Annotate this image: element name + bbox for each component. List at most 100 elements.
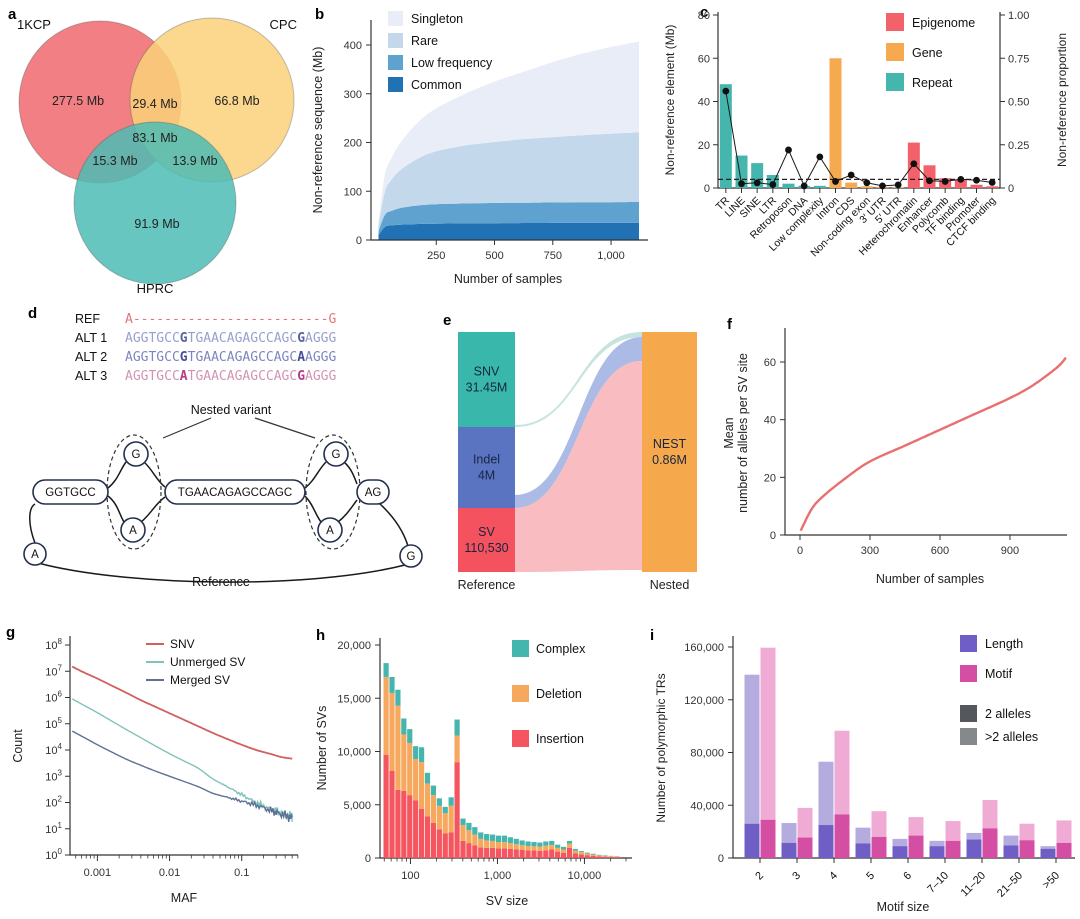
right-tick-label: 1.00 [1008,10,1029,22]
alignment-row: ALT 1 AGGTGCCGTGAACAGAGCCAGCGAGGG [75,331,336,350]
x-tick-label: 750 [544,250,562,262]
proportion-dot [879,182,886,190]
x-category-label: 7–10 [925,870,951,896]
sankey-right-label: Nested [650,578,690,592]
complex-bar [460,818,466,825]
panel-f-line-chart: 0 20 40 60 0 300 600 900 Number of samples Mean nu… [715,303,1080,605]
bar-non-coding-exon [860,186,873,188]
y-tick-label: 15,000 [337,693,371,705]
alignment-row-label: ALT 2 [75,350,108,364]
panel-letter-c: c [700,4,709,21]
stacked-histogram: 0 5,000 10,000 15,000 20,000 100 1,000 10,000 Co… [315,638,632,908]
insertion-bar [566,847,573,858]
dual-axis-bar-chart: 02040608000.250.500.751.00TRLINESINELTRR… [663,10,1069,259]
graph-edge [304,495,322,523]
motif-bar-multiallele [834,730,850,815]
insertion-bar [472,845,478,858]
y-tick-label: 104 [45,742,62,757]
complex-bar [525,841,531,847]
motif-bar-biallelic [945,840,961,858]
sankey-flow [515,332,642,427]
alignment-row-label: REF [75,312,100,326]
y-tick-label: 101 [45,821,62,836]
x-category-label: 4 [827,870,840,883]
sequence-segment: AGGG [305,350,337,365]
y-tick-label: 100 [344,186,362,198]
complex-bar [549,840,555,845]
length-bar-multiallele [855,827,871,844]
left-tick-label: 20 [698,140,710,152]
x-category-label: 6 [901,870,914,883]
insertion-bar [614,857,620,858]
complex-bar [442,806,448,814]
legend-label: Common [411,78,462,92]
graph-edge [107,461,127,489]
left-axis-title: Non-reference element (Mb) [663,25,677,176]
sequence-segment: ------------------------- [132,312,329,327]
y-tick-label: 0 [365,853,371,865]
x-axis-title: SV size [486,894,528,908]
graph-node-var1-top [123,441,149,467]
motif-bar-biallelic [982,828,998,858]
deletion-bar [590,854,596,856]
x-category-label: 2 [753,870,766,883]
length-bar-biallelic [818,825,834,858]
length-bar-multiallele [1040,846,1056,849]
x-tick-label: 10,000 [568,870,602,882]
panel-letter-f: f [727,316,732,333]
right-tick-label: 0.25 [1008,140,1029,152]
set-label-hprc: HPRC [137,281,174,296]
deletion-bar [537,846,543,851]
deletion-bar [489,840,496,848]
y-tick-label: 20 [764,472,776,484]
sankey-flow [515,337,642,508]
graph-edge [140,496,166,523]
legend-swatch-singleton [388,11,403,26]
deletion-bar [495,842,502,849]
sankey-node-name: Indel [473,453,500,467]
legend-swatch-insertion [512,730,529,747]
panel-a-venn: 1KCP CPC HPRC 277.5 Mb 66.8 Mb 29.4 Mb 83.1 Mb… [5,5,305,302]
insertion-bar [602,856,608,858]
graph-node-var1-bottom [120,517,146,543]
alignment-row-label: ALT 1 [75,331,108,345]
graph-node-label: G [132,449,141,461]
insertion-bar [383,754,389,858]
sankey-node-value: 4M [478,469,495,483]
panel-letter-h: h [316,627,326,644]
sankey-node-indel [458,427,515,508]
left-tick-label: 60 [698,53,710,65]
y-tick-label: 10,000 [337,747,371,759]
graph-node-label: GGTGCC [45,487,95,499]
x-tick-label: 1,000 [484,870,512,882]
deletion-bar [501,842,508,849]
venn-value: 66.8 Mb [214,94,259,108]
legend-label: Deletion [536,687,582,701]
right-tick-label: 0 [1008,183,1014,195]
deletion-bar [484,840,490,848]
complex-bar [566,840,573,844]
panel-letter-e: e [443,312,452,329]
legend-label: Gene [912,46,943,60]
length-bar-biallelic [1040,848,1056,858]
sequence-segment: AGGG [305,331,337,346]
insertion-bar [572,853,579,858]
panel-letter-g: g [6,624,16,641]
motif-bar-multiallele [760,647,776,820]
graph-node-label: G [407,551,416,563]
graph-node-label: G [332,449,341,461]
x-axis-title: Motif size [877,900,930,914]
graph-edge [337,499,358,523]
x-axis-title: Number of samples [454,272,562,286]
panel-i-grouped-bars: 0 40,000 80,000 120,000 160,000 2 3 4 5 6 7–10 11–2… [645,618,1080,919]
right-tick-label: 0.75 [1008,53,1029,65]
complex-bar [584,852,590,854]
y-tick-label: 80,000 [690,748,724,760]
y-axis-title: Number of polymorphic TRs [654,673,668,822]
proportion-dot [926,177,933,185]
deletion-bar [543,845,549,851]
reference-label: Reference [192,575,250,589]
x-tick-label: 100 [401,870,419,882]
insertion-bar [442,833,448,858]
complex-bar [537,842,543,847]
